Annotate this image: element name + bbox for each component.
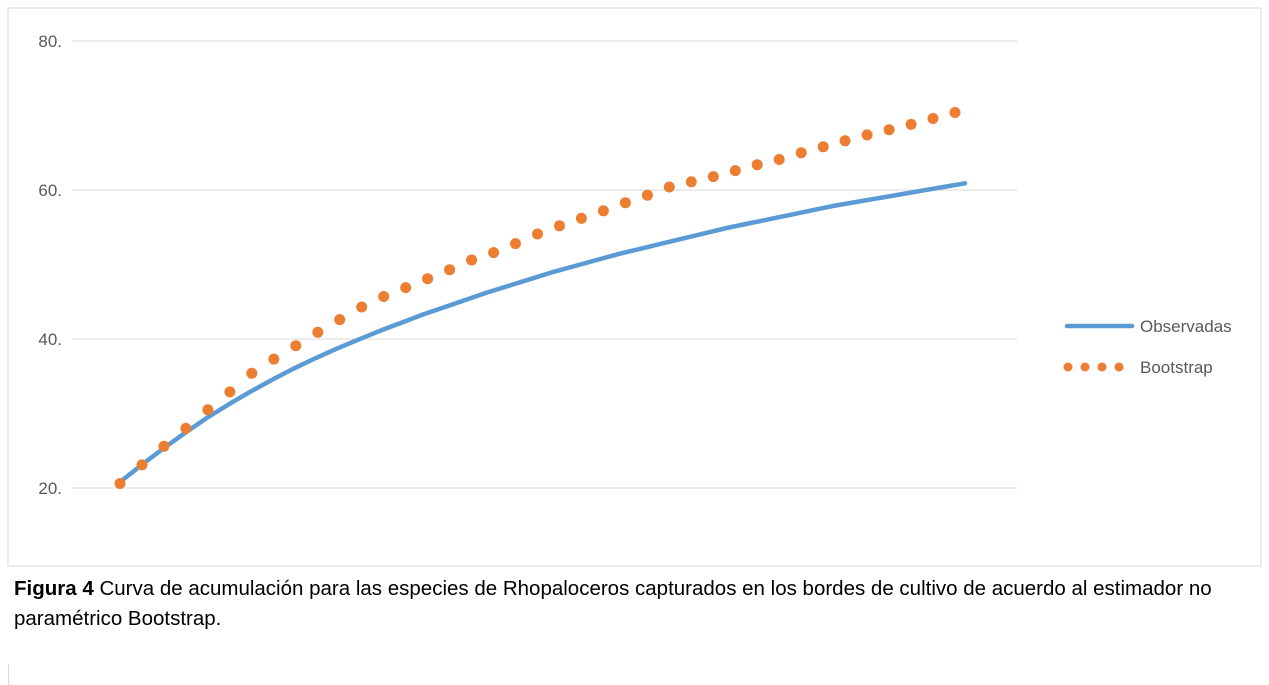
data-point-bootstrap: [817, 141, 829, 153]
data-point-bootstrap: [334, 314, 346, 326]
data-point-bootstrap: [180, 422, 192, 434]
data-point-bootstrap: [663, 181, 675, 193]
y-tick-label: 60.: [38, 181, 62, 200]
y-axis-ticks: 20. 40. 60. 80.: [38, 32, 62, 498]
legend-label-bootstrap: Bootstrap: [1140, 358, 1213, 377]
y-tick-label: 40.: [38, 330, 62, 349]
data-point-bootstrap: [554, 220, 565, 232]
caption-text: Curva de acumulación para las especies d…: [14, 577, 1212, 630]
data-point-bootstrap: [619, 197, 631, 209]
series-bootstrap: [114, 107, 961, 489]
series-line-observadas: [117, 181, 968, 485]
data-point-bootstrap: [466, 254, 478, 266]
data-point-bootstrap: [378, 291, 390, 302]
data-point-bootstrap: [751, 159, 763, 171]
data-point-bootstrap: [488, 247, 500, 259]
y-tick-label: 20.: [38, 479, 62, 498]
data-point-bootstrap: [136, 459, 148, 471]
figure-caption: Figura 4 Curva de acumulación para las e…: [14, 574, 1254, 634]
data-point-bootstrap: [927, 113, 939, 124]
data-point-bootstrap: [707, 171, 719, 183]
y-tick-label: 80.: [38, 32, 62, 51]
data-point-bootstrap: [575, 212, 587, 224]
gridlines: [72, 40, 1017, 489]
data-point-bootstrap: [312, 326, 324, 338]
data-point-bootstrap: [158, 440, 170, 452]
data-point-bootstrap: [883, 124, 895, 136]
data-point-bootstrap: [202, 404, 214, 416]
data-point-bootstrap: [224, 386, 236, 398]
data-point-bootstrap: [510, 238, 521, 250]
legend-label-observadas: Observadas: [1140, 317, 1232, 336]
data-point-bootstrap: [290, 340, 302, 352]
data-point-bootstrap: [114, 478, 126, 489]
data-point-bootstrap: [685, 176, 697, 188]
data-point-bootstrap: [839, 135, 851, 147]
data-point-bootstrap: [246, 367, 258, 379]
chart-border: [7, 7, 1262, 567]
series-observadas: [117, 181, 968, 485]
data-point-bootstrap: [729, 165, 741, 177]
data-point-bootstrap: [597, 205, 609, 217]
data-point-bootstrap: [444, 264, 456, 276]
data-point-bootstrap: [268, 353, 280, 365]
data-point-bootstrap: [532, 228, 543, 240]
data-point-bootstrap: [795, 147, 807, 159]
legend-swatch-bootstrap: [1063, 362, 1124, 372]
legend: Observadas Bootstrap: [1063, 317, 1232, 377]
next-figure-border: [8, 664, 9, 685]
data-point-bootstrap: [641, 189, 653, 201]
data-point-bootstrap: [422, 273, 434, 285]
data-point-bootstrap: [400, 282, 412, 294]
data-point-bootstrap: [773, 154, 785, 165]
data-point-bootstrap: [949, 107, 961, 118]
data-point-bootstrap: [861, 129, 873, 141]
caption-label: Figura 4: [14, 577, 94, 600]
data-point-bootstrap: [356, 301, 368, 313]
data-point-bootstrap: [905, 118, 917, 130]
